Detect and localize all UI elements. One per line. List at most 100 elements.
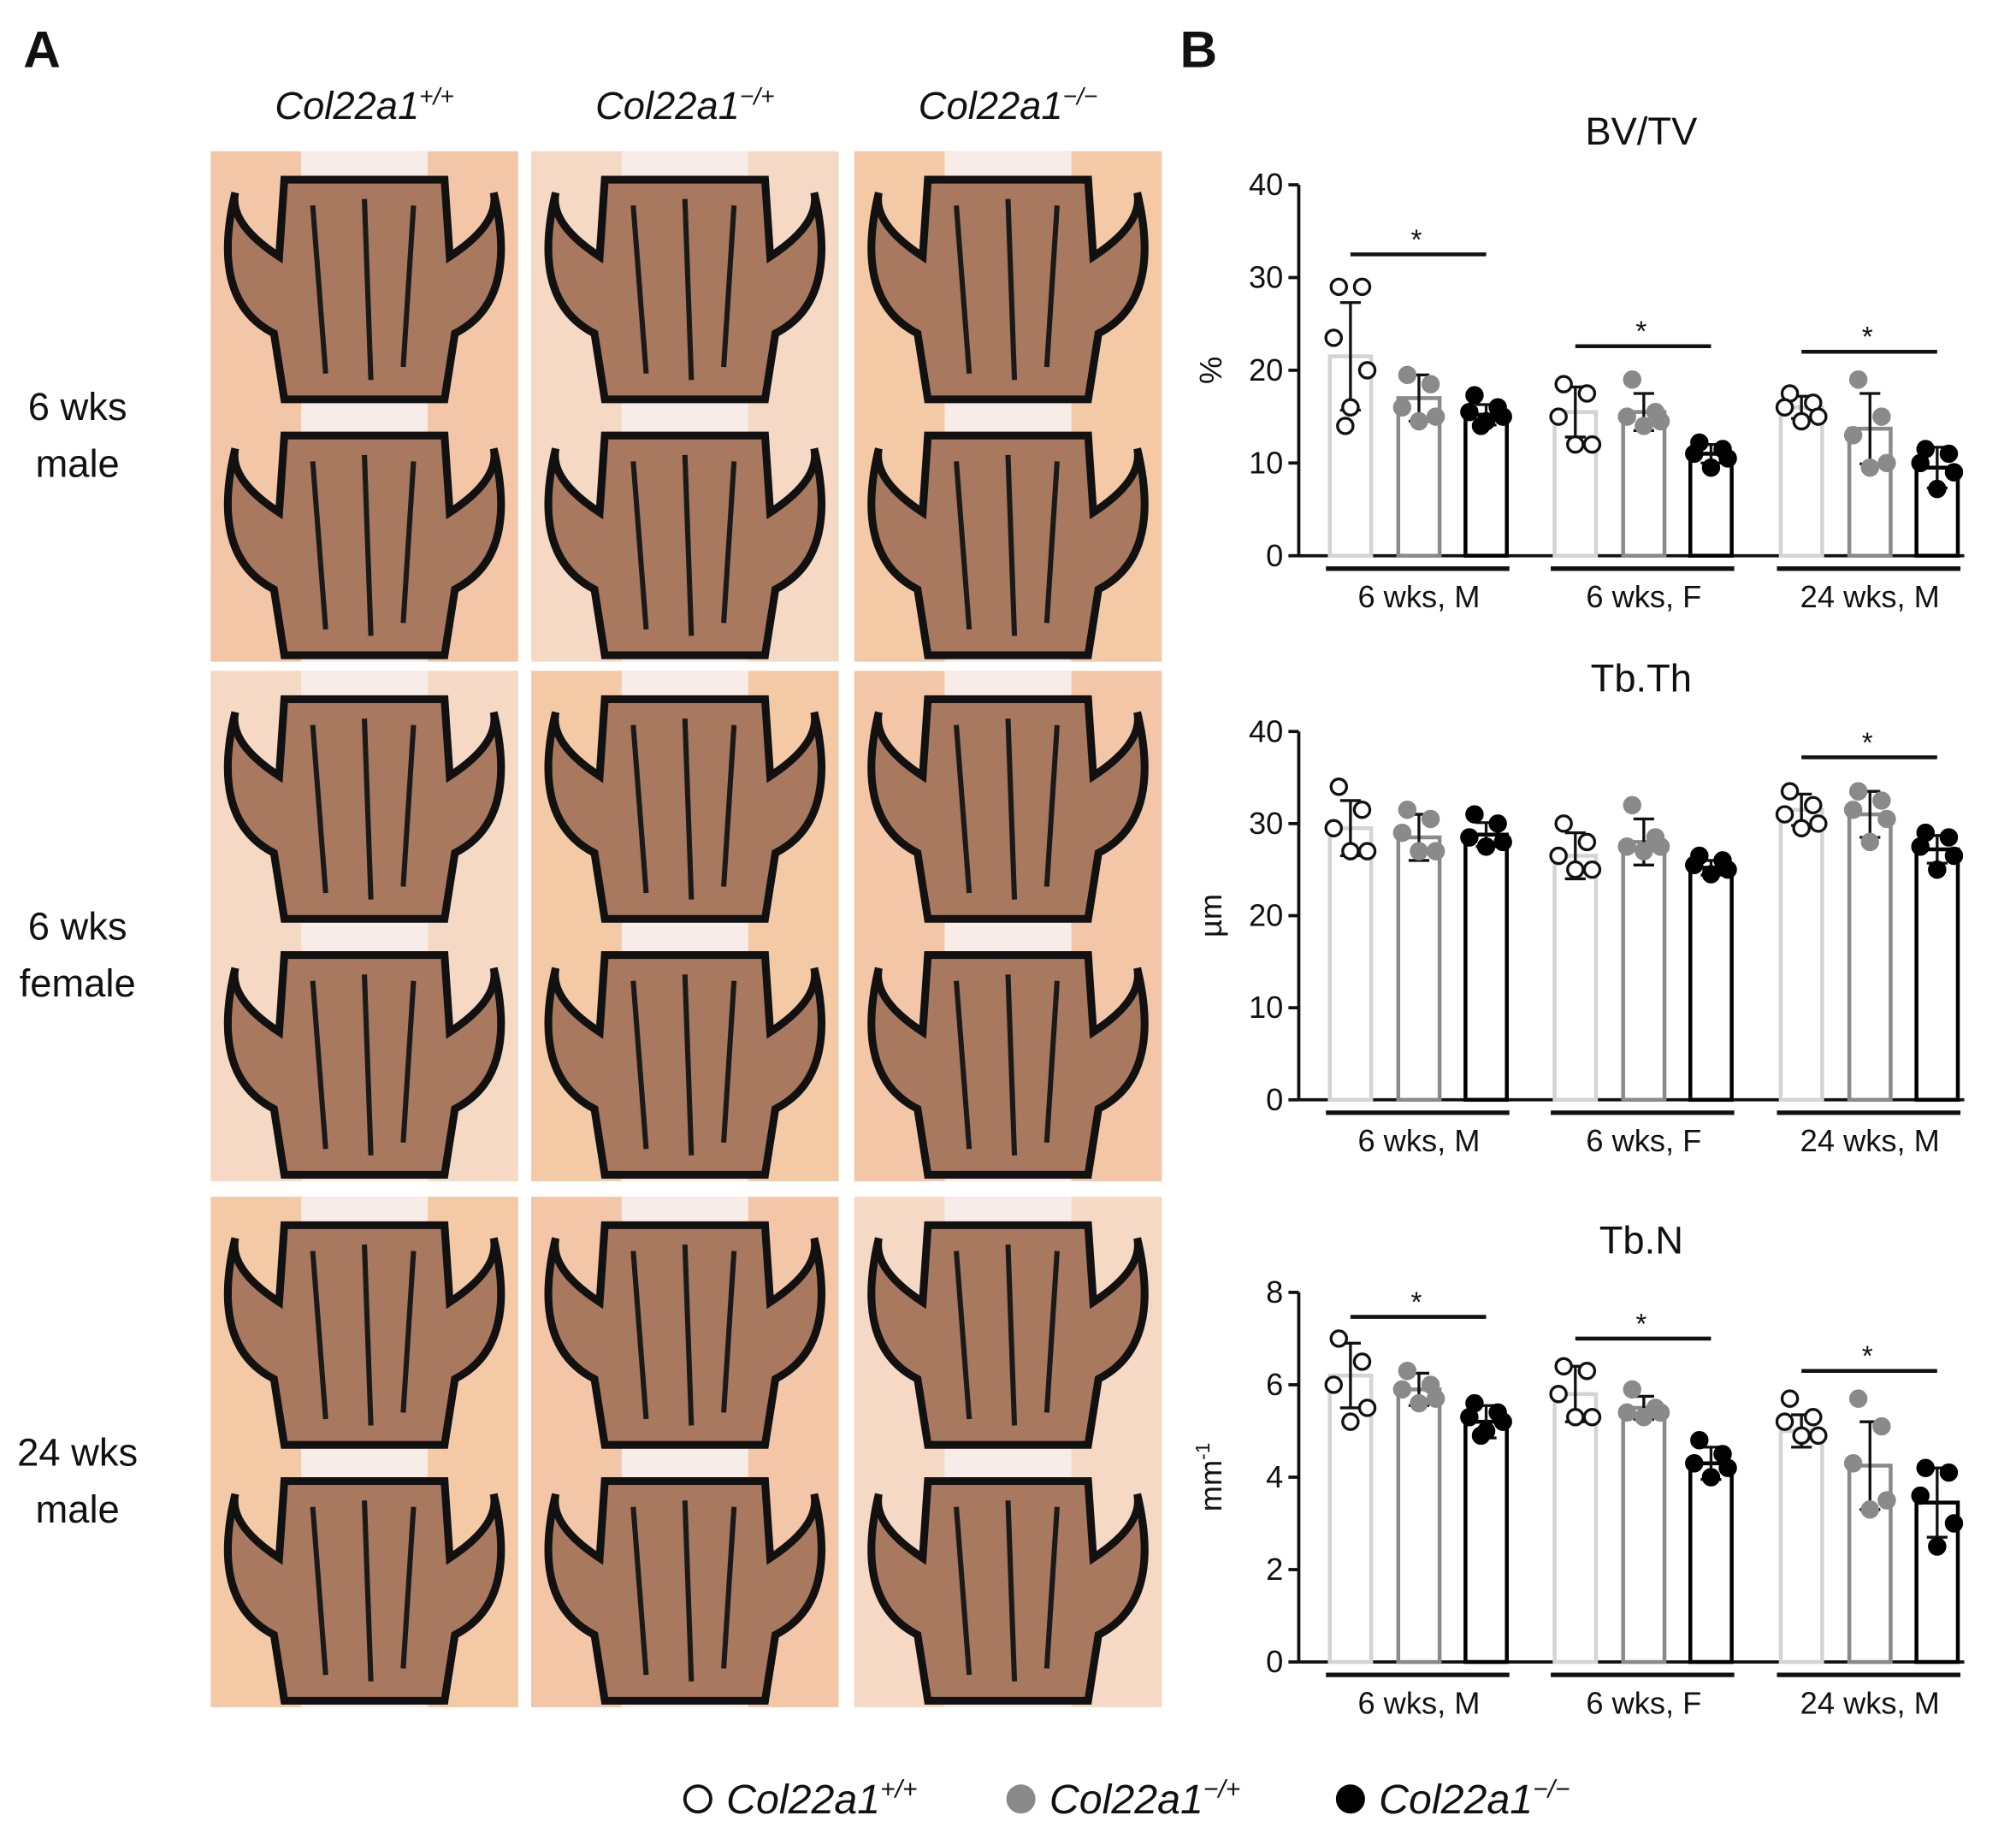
vertebra [544,175,825,404]
data-point [1809,814,1828,833]
alleles: −/− [1533,1775,1570,1803]
trabeculae [954,1244,1060,1426]
data-point [1341,842,1360,860]
data-point [1804,1408,1823,1427]
trabeculae [954,454,1060,636]
vertebra [867,1221,1149,1449]
trabeculae [310,974,417,1156]
data-point [1939,444,1959,464]
x-tick-label: 24 wks, M [1800,1685,1940,1720]
histology-image [530,151,839,662]
x-tick-label: 6 wks, F [1586,579,1701,614]
data-point [1623,795,1641,815]
data-point [1352,800,1372,819]
vertebra [867,951,1149,1179]
legend-label: Col22a1+/+ [726,1775,917,1822]
y-tick-label: 10 [1249,445,1283,480]
data-point [1426,1389,1445,1408]
data-point [1398,1362,1417,1381]
data-point [1872,1416,1891,1436]
alleles: +/+ [880,1775,917,1803]
data-point [1357,842,1377,860]
data-point [1877,1491,1896,1510]
bar [1621,1405,1667,1665]
data-point [1944,463,1964,482]
legend-label: Col22a1−/+ [1049,1775,1240,1822]
data-point [1357,1399,1377,1417]
y-tick-label: 4 [1266,1459,1283,1494]
data-point [1566,1408,1585,1427]
data-point [1860,832,1879,852]
data-point [1617,1403,1636,1422]
bar [1847,812,1893,1103]
data-point [1775,1412,1794,1431]
data-point [1780,782,1800,801]
data-point [1324,1375,1343,1394]
y-label-sup: -1 [1191,1443,1214,1460]
y-tick-label: 0 [1266,1644,1283,1679]
data-point [1718,860,1737,879]
data-point [1780,1389,1800,1408]
data-point [1690,1431,1709,1450]
data-point [1775,805,1794,824]
trabeculae [310,1500,417,1682]
data-point [1577,1362,1597,1381]
data-point [1651,837,1670,856]
trabeculae [954,1500,1060,1682]
data-point [1617,407,1636,426]
data-point [1843,800,1863,819]
data-point [1582,435,1602,454]
y-tick-label: 0 [1266,538,1283,573]
data-point [1843,426,1863,445]
data-point [1582,1408,1602,1427]
significance-label: * [1410,224,1422,256]
bar [1463,832,1509,1103]
bar [1688,1461,1734,1665]
data-point [1460,1408,1479,1427]
data-point [1577,832,1597,852]
data-point [1421,809,1440,829]
data-point [1426,842,1445,860]
data-point [1554,1357,1573,1376]
vertebra [544,1221,825,1449]
data-point [1939,1463,1959,1482]
data-point [1324,328,1343,347]
data-point [1460,402,1479,422]
gene-name: Col22a1 [1049,1777,1203,1823]
data-point [1685,855,1704,875]
data-point [1426,407,1445,426]
data-point [1460,828,1479,847]
vertebra [867,175,1149,404]
y-tick-label: 0 [1266,1082,1283,1117]
row-label: 6 wks [28,904,127,948]
panel-label: A [23,21,61,79]
y-label-text: µm [1193,894,1228,937]
histology-image [530,1197,839,1707]
data-point [1410,842,1428,860]
trabeculae [310,454,417,636]
gene-name: Col22a1 [1379,1777,1533,1823]
row-label: female [20,961,136,1005]
data-point [1493,407,1512,426]
data-point [1877,453,1896,473]
significance-label: * [1862,727,1873,759]
data-point [1352,1352,1372,1371]
data-point [1651,1403,1670,1422]
x-tick-label: 24 wks, M [1800,1123,1940,1158]
bar [1688,866,1734,1103]
data-point [1848,1389,1868,1408]
data-point [1341,1412,1360,1431]
data-point [1944,1514,1964,1533]
data-point [1792,411,1811,431]
data-point [1651,411,1670,431]
gene-name: Col22a1 [275,84,419,127]
data-point [1336,417,1355,435]
vertebra [223,175,505,404]
data-point [1872,791,1891,810]
row-label: male [36,442,120,486]
data-point [1617,837,1636,856]
vertebra [223,1221,505,1449]
data-point [1860,458,1879,477]
data-point [1701,865,1721,884]
